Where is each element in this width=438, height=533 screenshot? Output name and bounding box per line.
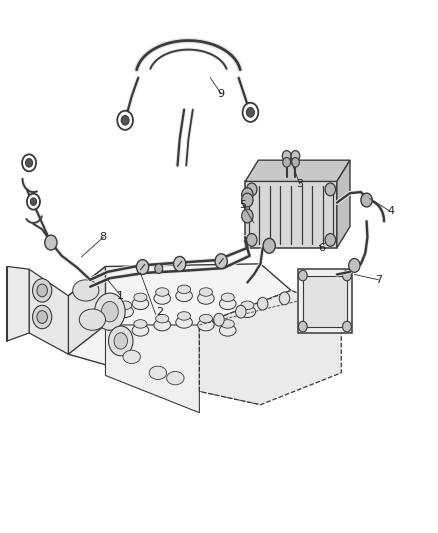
Polygon shape (337, 160, 350, 248)
Polygon shape (199, 290, 341, 405)
Text: 1: 1 (117, 290, 124, 301)
Ellipse shape (177, 312, 191, 320)
Circle shape (325, 183, 336, 196)
Polygon shape (245, 160, 350, 181)
Ellipse shape (132, 298, 149, 310)
Circle shape (137, 260, 149, 274)
Polygon shape (245, 181, 337, 248)
Circle shape (247, 108, 254, 117)
Ellipse shape (154, 293, 170, 304)
Ellipse shape (221, 293, 234, 302)
Circle shape (30, 198, 36, 205)
Circle shape (102, 302, 118, 322)
Circle shape (45, 235, 57, 250)
Ellipse shape (117, 306, 134, 318)
Ellipse shape (79, 309, 106, 330)
Circle shape (279, 292, 290, 305)
Text: 8: 8 (100, 232, 107, 243)
Circle shape (215, 254, 227, 269)
Circle shape (25, 159, 32, 167)
Ellipse shape (134, 293, 147, 302)
Ellipse shape (123, 350, 141, 364)
Polygon shape (199, 290, 291, 391)
Ellipse shape (199, 288, 212, 296)
Circle shape (349, 259, 360, 272)
Polygon shape (7, 266, 29, 341)
Text: 6: 6 (318, 243, 325, 253)
Circle shape (343, 321, 351, 332)
Circle shape (318, 303, 329, 316)
Circle shape (214, 313, 224, 326)
Circle shape (37, 284, 47, 297)
Polygon shape (303, 276, 347, 327)
Circle shape (291, 158, 299, 167)
Ellipse shape (199, 314, 212, 323)
Polygon shape (29, 269, 68, 354)
Ellipse shape (198, 293, 214, 304)
Text: 2: 2 (156, 306, 164, 317)
Circle shape (298, 270, 307, 281)
Circle shape (32, 305, 52, 329)
Circle shape (37, 311, 47, 324)
Circle shape (114, 333, 127, 349)
Circle shape (343, 270, 351, 281)
Polygon shape (68, 266, 106, 354)
Circle shape (247, 183, 257, 196)
Ellipse shape (155, 314, 169, 323)
Circle shape (361, 193, 372, 207)
Ellipse shape (119, 301, 132, 310)
Circle shape (291, 151, 300, 161)
Ellipse shape (155, 288, 169, 296)
Ellipse shape (219, 298, 236, 310)
Circle shape (32, 279, 52, 302)
Text: 3: 3 (296, 179, 303, 189)
Circle shape (263, 238, 276, 253)
Circle shape (325, 233, 336, 246)
Text: 7: 7 (375, 275, 382, 285)
Ellipse shape (241, 301, 254, 310)
Circle shape (27, 193, 40, 209)
Text: 9: 9 (218, 88, 225, 99)
Ellipse shape (176, 290, 192, 302)
Circle shape (121, 116, 129, 125)
Circle shape (283, 158, 290, 167)
Ellipse shape (73, 280, 99, 301)
Ellipse shape (166, 372, 184, 385)
Circle shape (155, 264, 162, 273)
Circle shape (109, 326, 133, 356)
Polygon shape (68, 264, 291, 391)
Circle shape (22, 155, 36, 171)
Circle shape (242, 209, 253, 223)
Text: 4: 4 (388, 206, 395, 216)
Ellipse shape (177, 285, 191, 294)
Circle shape (243, 103, 258, 122)
Circle shape (236, 305, 246, 318)
Ellipse shape (239, 306, 256, 318)
Circle shape (117, 111, 133, 130)
Ellipse shape (221, 320, 234, 328)
Circle shape (301, 295, 311, 308)
Circle shape (258, 297, 268, 310)
Text: 5: 5 (240, 200, 247, 211)
Polygon shape (297, 269, 352, 333)
Ellipse shape (219, 325, 236, 336)
Ellipse shape (132, 325, 149, 336)
Circle shape (283, 151, 291, 161)
Ellipse shape (198, 319, 214, 331)
Circle shape (242, 188, 253, 201)
Ellipse shape (134, 320, 147, 328)
Circle shape (247, 233, 257, 246)
Circle shape (298, 321, 307, 332)
Circle shape (95, 293, 125, 330)
Ellipse shape (176, 317, 192, 328)
Circle shape (242, 193, 253, 207)
Ellipse shape (154, 319, 170, 331)
Polygon shape (106, 325, 199, 413)
Ellipse shape (149, 366, 166, 379)
Circle shape (173, 256, 186, 271)
